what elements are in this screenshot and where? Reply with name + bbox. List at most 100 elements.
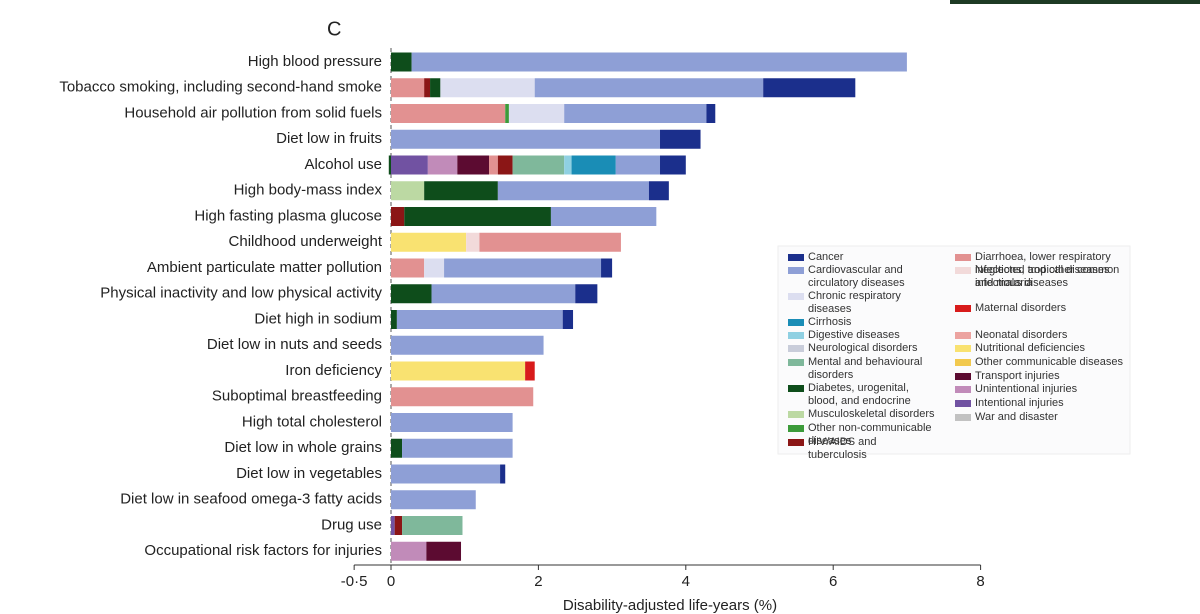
bar-segment	[391, 129, 661, 149]
legend-label: Neonatal disorders	[975, 329, 1068, 341]
legend-item: Musculoskeletal disorders	[788, 408, 938, 421]
legend-item: Digestive diseases	[788, 329, 938, 342]
category-label: Tobacco smoking, including second-hand s…	[59, 79, 382, 96]
legend-swatch	[955, 267, 971, 274]
legend-item: Neurological disorders	[788, 342, 938, 355]
legend-label: Diabetes, urogenital, blood, and endocri…	[808, 382, 911, 407]
legend-item: Nutritional deficiencies	[955, 342, 1127, 355]
legend-item: Neglected tropical diseases and malaria	[955, 264, 1127, 290]
bar-segment	[497, 155, 513, 175]
legend-item: Mental and behavioural disorders	[788, 356, 938, 382]
legend-label: Cardiovascular and circulatory diseases	[808, 264, 905, 289]
bar-segment	[601, 258, 613, 278]
category-label: Iron deficiency	[285, 362, 382, 379]
bar-segment	[411, 52, 907, 72]
x-tick-label: 0	[387, 573, 395, 590]
legend-label: Mental and behavioural disorders	[808, 356, 923, 381]
bar-segment	[396, 310, 563, 329]
video-strip	[950, 0, 1200, 4]
bar-segment	[648, 181, 669, 201]
legend-swatch	[788, 439, 804, 446]
bar-segment	[431, 284, 576, 304]
legend-item: Other non-communicable diseases	[788, 422, 938, 448]
bar-segment	[430, 78, 441, 98]
bar-segment	[402, 438, 513, 458]
legend-swatch	[788, 411, 804, 418]
x-axis-title: Disability-adjusted life-years (%)	[563, 597, 777, 614]
category-label: Alcohol use	[304, 156, 382, 173]
legend-item: Unintentional injuries	[955, 383, 1127, 396]
bar-segment	[391, 361, 526, 381]
bar-segment	[534, 78, 764, 98]
legend-swatch	[788, 359, 804, 366]
legend-swatch	[955, 345, 971, 352]
category-label: High fasting plasma glucose	[194, 207, 382, 224]
category-label: Suboptimal breastfeeding	[212, 388, 382, 405]
category-label: Household air pollution from solid fuels	[124, 104, 382, 121]
legend-swatch	[788, 425, 804, 432]
x-tick-label: -0·5	[341, 573, 368, 590]
bar-segment	[404, 207, 551, 226]
legend-swatch	[955, 254, 971, 261]
category-label: Diet low in fruits	[276, 130, 382, 147]
legend-label: Intentional injuries	[975, 397, 1064, 409]
legend-label: Musculoskeletal disorders	[808, 408, 935, 420]
legend-label: Cirrhosis	[808, 316, 852, 328]
legend-swatch	[955, 305, 971, 312]
bar-segment	[489, 155, 498, 175]
legend-label: War and disaster	[975, 411, 1058, 423]
bar-segment	[391, 232, 467, 252]
bar-segment	[391, 207, 405, 226]
legend-item: Cardiovascular and circulatory diseases	[788, 264, 938, 290]
category-label: High blood pressure	[248, 53, 382, 70]
panel-label: C	[327, 18, 341, 40]
legend-item: Cirrhosis	[788, 316, 938, 329]
legend-swatch	[788, 319, 804, 326]
legend-item: Intentional injuries	[955, 397, 1127, 410]
bar-segment	[391, 541, 427, 561]
bar-segment	[391, 258, 425, 278]
legend-swatch	[788, 332, 804, 339]
legend-label: Maternal disorders	[975, 302, 1067, 314]
legend-item: Cancer	[788, 251, 938, 264]
x-tick-label: 4	[682, 573, 690, 590]
bar-segment	[440, 78, 535, 98]
bar-segment	[615, 155, 661, 175]
legend-swatch	[955, 373, 971, 380]
category-label: Diet low in vegetables	[236, 465, 382, 482]
category-label: Ambient particulate matter pollution	[147, 259, 382, 276]
category-label: Diet low in seafood omega-3 fatty acids	[120, 491, 382, 508]
legend-swatch	[955, 332, 971, 339]
category-label: Childhood underweight	[229, 233, 383, 250]
legend-label: Neglected tropical diseases and malaria	[975, 264, 1110, 289]
legend-label: Chronic respiratory diseases	[808, 290, 901, 315]
legend-label: Unintentional injuries	[975, 383, 1078, 395]
category-label: Drug use	[321, 516, 382, 533]
legend-swatch	[788, 254, 804, 261]
bar-segment	[391, 78, 425, 98]
bar-segment	[575, 284, 598, 304]
bar-segment	[660, 155, 686, 175]
legend-label: Nutritional deficiencies	[975, 342, 1086, 354]
legend-label: Digestive diseases	[808, 329, 900, 341]
bar-segment	[427, 155, 458, 175]
category-label: Diet high in sodium	[254, 310, 382, 327]
legend-swatch	[788, 293, 804, 300]
bar-segment	[424, 181, 498, 201]
legend-swatch	[788, 385, 804, 392]
legend-label: Neurological disorders	[808, 342, 918, 354]
bar-segment	[497, 181, 649, 201]
bar-segment	[660, 129, 701, 149]
legend-label: HIV/AIDS and tuberculosis	[808, 436, 877, 461]
bar-segment	[391, 464, 501, 484]
legend-item: Diarrhoea, lower respiratory infections,…	[955, 251, 1127, 290]
bar-segment	[391, 104, 506, 123]
legend-swatch	[955, 359, 971, 366]
bar-segment	[391, 284, 432, 304]
category-label: Occupational risk factors for injuries	[144, 542, 382, 559]
category-label: Physical inactivity and low physical act…	[100, 285, 382, 302]
bar-segment	[402, 516, 463, 535]
bar-segment	[424, 78, 431, 98]
bar-segment	[562, 310, 574, 329]
